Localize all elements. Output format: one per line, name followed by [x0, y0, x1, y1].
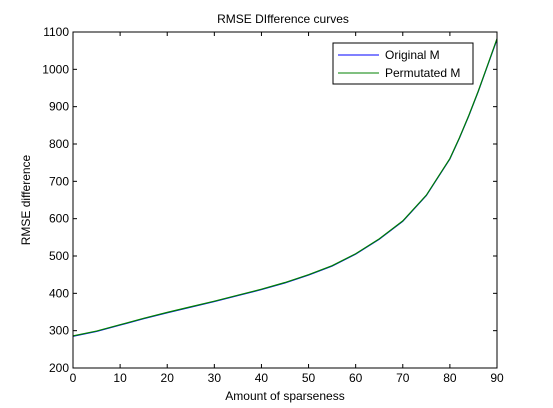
legend-label-permutated-m: Permutated M — [385, 66, 460, 80]
legend: Original M Permutated M — [332, 42, 474, 85]
y-tick-label: 1100 — [43, 25, 69, 39]
y-tick-label: 500 — [49, 249, 69, 263]
x-tick-label: 90 — [490, 371, 504, 385]
y-tick-label: 1000 — [42, 62, 69, 76]
y-tick-label: 600 — [49, 212, 69, 226]
x-axis-label: Amount of sparseness — [225, 389, 344, 403]
x-tick-label: 0 — [70, 371, 77, 385]
x-tick-label: 30 — [208, 371, 222, 385]
x-tick-label: 80 — [443, 371, 457, 385]
x-tick-label: 40 — [255, 371, 269, 385]
legend-box — [332, 42, 474, 85]
y-tick-label: 900 — [49, 100, 69, 114]
x-tick-label: 60 — [349, 371, 363, 385]
plot-area-frame — [72, 31, 498, 369]
x-tick-label: 70 — [396, 371, 410, 385]
x-tick-label: 20 — [161, 371, 175, 385]
chart-title: RMSE DIfference curves — [217, 12, 349, 26]
x-tick-label: 50 — [302, 371, 316, 385]
y-tick-label: 800 — [49, 137, 69, 151]
y-tick-label: 200 — [49, 361, 69, 375]
y-axis-label: RMSE difference — [19, 154, 33, 245]
y-tick-label: 700 — [49, 174, 69, 188]
y-tick-label: 400 — [49, 286, 69, 300]
y-tick-label: 300 — [49, 324, 69, 338]
x-tick-label: 10 — [113, 371, 127, 385]
series-line-permutated-m — [73, 38, 497, 337]
legend-label-original-m: Original M — [385, 48, 440, 62]
